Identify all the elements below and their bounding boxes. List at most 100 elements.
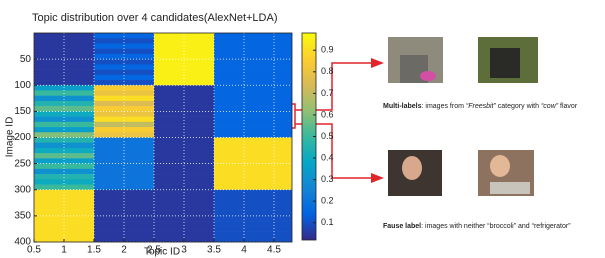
heatmap-cell bbox=[214, 74, 292, 81]
y-tick-label: 50 bbox=[20, 54, 32, 65]
heatmap-cell bbox=[154, 95, 214, 102]
heatmap-cell bbox=[94, 226, 154, 232]
heatmap-cell bbox=[34, 142, 94, 149]
y-tick-label: 300 bbox=[14, 184, 31, 195]
heatmap-cell bbox=[154, 100, 214, 107]
heatmap-cell bbox=[94, 163, 154, 170]
photo-detail bbox=[490, 155, 510, 177]
photo-detail bbox=[402, 156, 422, 180]
heatmap-cell bbox=[214, 48, 292, 55]
y-tick-label: 200 bbox=[14, 132, 31, 143]
caption-text: : images from bbox=[422, 103, 466, 110]
colorbar-tick-label: 0.3 bbox=[321, 174, 334, 184]
photo-detail bbox=[420, 71, 436, 81]
heatmap-cell bbox=[214, 205, 292, 211]
heatmap-cell bbox=[34, 85, 94, 91]
heatmap-cell bbox=[34, 215, 94, 222]
heatmap-cell bbox=[154, 85, 214, 91]
heatmap-cell bbox=[214, 59, 292, 65]
heatmap-cell bbox=[94, 215, 154, 222]
caption-text: category with bbox=[496, 103, 541, 110]
heatmap-cell bbox=[34, 43, 94, 49]
heatmap-cell bbox=[214, 38, 292, 44]
heatmap-cell bbox=[34, 184, 94, 191]
x-tick-label: 0.5 bbox=[27, 245, 41, 256]
x-axis-label: Topic ID bbox=[144, 247, 180, 258]
heatmap-cell bbox=[94, 74, 154, 81]
caption: Multi-labels: images from “Freesbit” cat… bbox=[383, 103, 578, 110]
heatmap-cell bbox=[214, 132, 292, 138]
heatmap-cell bbox=[154, 80, 214, 86]
x-tick-label: 2.5 bbox=[147, 245, 161, 256]
photo-detail bbox=[490, 48, 520, 78]
heatmap-cell bbox=[154, 137, 214, 144]
colorbar-tick-label: 0.2 bbox=[321, 196, 334, 206]
photos bbox=[388, 37, 538, 196]
heatmap-cell bbox=[214, 116, 292, 123]
heatmap-cell bbox=[94, 184, 154, 191]
colorbar-tick-label: 0.1 bbox=[321, 217, 334, 227]
heatmap-cell bbox=[214, 200, 292, 206]
heatmap-cell bbox=[214, 100, 292, 107]
heatmap-cell bbox=[154, 174, 214, 180]
heatmap-cell bbox=[94, 179, 154, 185]
photo-detail bbox=[490, 182, 530, 194]
heatmap-cell bbox=[34, 174, 94, 180]
heatmap-cell bbox=[214, 33, 292, 39]
heatmap-cell bbox=[154, 43, 214, 49]
heatmap-cell bbox=[214, 127, 292, 133]
heatmap-cell bbox=[94, 137, 154, 144]
heatmap-cell bbox=[214, 194, 292, 201]
caption-text: flavor bbox=[558, 103, 578, 110]
heatmap-cell bbox=[34, 158, 94, 164]
heatmap-cell bbox=[214, 95, 292, 102]
heatmap-cell bbox=[34, 80, 94, 86]
heatmap-cell bbox=[34, 100, 94, 107]
heatmap-cell bbox=[154, 64, 214, 70]
heatmap-cell bbox=[94, 43, 154, 49]
heatmap-cell bbox=[94, 95, 154, 102]
heatmap-cell bbox=[214, 184, 292, 191]
heatmap-cell bbox=[94, 200, 154, 206]
heatmap-cell bbox=[214, 85, 292, 91]
heatmap-cell bbox=[214, 231, 292, 238]
x-tick-label: 1.5 bbox=[87, 245, 101, 256]
heatmap-cell bbox=[34, 59, 94, 65]
heatmap-cell bbox=[94, 205, 154, 211]
heatmap-cell bbox=[34, 153, 94, 159]
heatmap-cell bbox=[154, 59, 214, 65]
heatmap-cell bbox=[34, 179, 94, 185]
x-tick-label: 4.5 bbox=[267, 245, 281, 256]
heatmap-cell bbox=[34, 226, 94, 232]
heatmap-cell bbox=[154, 205, 214, 211]
x-tick-label: 3 bbox=[181, 245, 187, 256]
x-tick-label: 3.5 bbox=[207, 245, 221, 256]
heatmap-cell bbox=[154, 142, 214, 149]
heatmap-cell bbox=[94, 221, 154, 227]
heatmap-cell bbox=[94, 80, 154, 86]
heatmap-cell bbox=[34, 200, 94, 206]
heatmap-cell bbox=[34, 163, 94, 170]
heatmap-cell bbox=[214, 64, 292, 70]
heatmap-cell bbox=[154, 121, 214, 128]
heatmap-cell bbox=[214, 189, 292, 196]
heatmap-cell bbox=[214, 168, 292, 175]
heatmap-cell bbox=[154, 215, 214, 222]
heatmap-cell bbox=[214, 80, 292, 86]
colorbar-tick-label: 0.5 bbox=[321, 131, 334, 141]
heatmap-cell bbox=[154, 200, 214, 206]
heatmap-cell bbox=[154, 221, 214, 227]
heatmap-cell bbox=[154, 179, 214, 185]
caption: Fause label: images with neither “brocco… bbox=[383, 223, 571, 230]
heatmap-cell bbox=[214, 236, 292, 243]
heatmap-cell bbox=[34, 64, 94, 70]
heatmap-cell bbox=[214, 69, 292, 76]
heatmap-cell bbox=[214, 142, 292, 149]
heatmap-cell bbox=[34, 33, 94, 39]
heatmap-cell bbox=[94, 85, 154, 91]
y-tick-label: 400 bbox=[14, 237, 31, 248]
colorbar-tick-label: 0.4 bbox=[321, 152, 334, 162]
arrow-head bbox=[371, 173, 384, 183]
heatmap-cell bbox=[214, 147, 292, 154]
heatmap-cell bbox=[94, 100, 154, 107]
